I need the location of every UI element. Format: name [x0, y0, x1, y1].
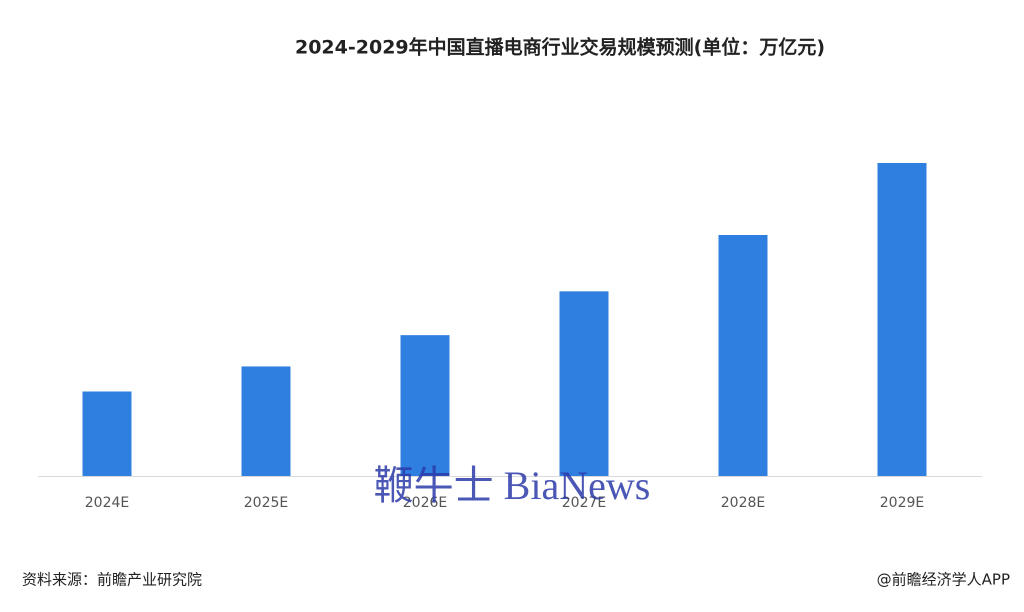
bar: [559, 291, 609, 476]
bar: [400, 335, 450, 476]
bar: [718, 234, 768, 476]
x-tick-label: 2024E: [85, 495, 129, 511]
x-tick-label: 2026E: [403, 495, 447, 511]
watermark: 鞭牛士 BiaNews: [374, 463, 651, 508]
credit: @前瞻经济学人APP: [877, 571, 1010, 589]
bar: [241, 366, 291, 476]
x-tick-label: 2029E: [880, 495, 924, 511]
x-tick-label: 2028E: [721, 495, 765, 511]
source-note: 资料来源：前瞻产业研究院: [22, 571, 202, 589]
plot: 2024E 2025E 2026E 2027E 2028E 2029E: [82, 163, 927, 511]
x-tick-label: 2025E: [244, 495, 288, 511]
bar: [877, 163, 927, 476]
bar: [82, 391, 132, 476]
chart-title: 2024-2029年中国直播电商行业交易规模预测(单位：万亿元): [295, 36, 825, 59]
x-tick-label: 2027E: [562, 495, 606, 511]
